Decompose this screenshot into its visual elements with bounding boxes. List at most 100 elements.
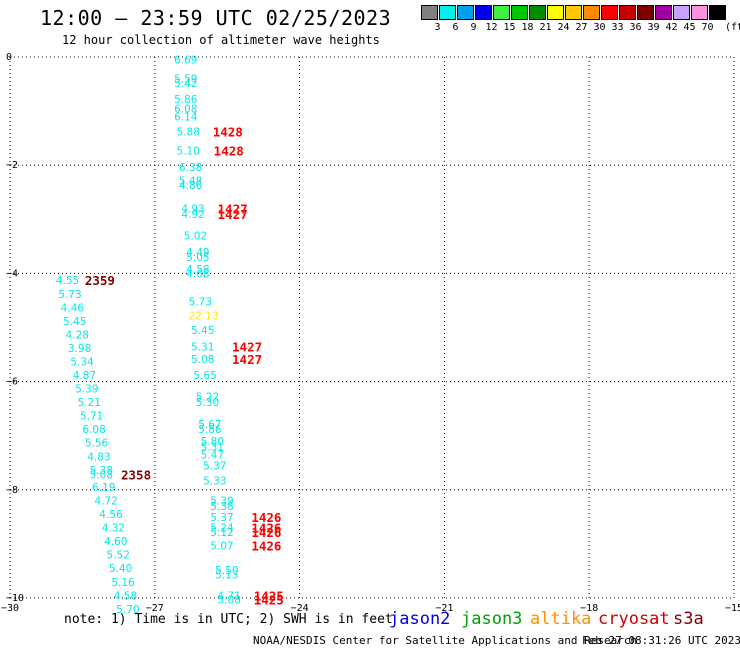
color-scale-unit: (ft) [725,22,740,33]
swh-value-label: 5.42 [174,78,197,90]
swh-value-label: 4.58 [114,590,137,602]
satellite-label: altika [530,609,592,629]
tick-label-layer: −30 −27 −24 −21 −18 −15 0 −2 −4 −6 −8 −10 [1,52,740,614]
x-tick-label: −24 [291,603,309,614]
color-swatch-label: 42 [665,22,678,33]
swh-value-label: 5.88 [177,127,200,139]
time-utc-label: 1427 [232,339,262,354]
color-swatch [691,5,708,20]
y-tick-label: −2 [6,160,18,171]
color-swatch-label: 18 [521,22,534,33]
swh-value-label: 5.50 [215,565,238,577]
swh-value-label: 5.24 [210,523,234,535]
swh-label-layer: 6.695.595.425.866.086.145.885.106.385.48… [56,55,241,616]
swh-value-label: 4.60 [104,536,127,548]
swh-value-label: 6.69 [174,55,197,67]
color-swatch-label: 27 [575,22,588,33]
swh-value-label: 4.86 [179,180,203,192]
y-tick-label: −10 [6,593,24,604]
swh-value-label: 4.72 [94,496,117,508]
swh-value-label: 5.12 [210,527,233,539]
swh-value-label: 4.55 [56,275,79,287]
color-swatch [565,5,582,20]
swh-value-label: 5.13 [215,570,238,582]
color-swatch [493,5,510,20]
swh-value-label: 5.37 [210,512,233,524]
color-swatch [709,5,726,20]
color-swatch [529,5,546,20]
swh-value-label: 4.28 [66,330,89,342]
swh-value-label: 5.31 [191,341,214,353]
swh-value-label: 5.22 [196,392,219,404]
swh-value-label: 6.19 [92,482,115,494]
swh-value-label: 4.08 [186,268,209,280]
swh-value-label: 5.65 [193,370,216,382]
y-tick-label: 0 [6,52,12,63]
swh-value-label: 5.86 [174,94,198,106]
swh-value-label: 4.49 [186,247,209,259]
chart-subtitle: 12 hour collection of altimeter wave hei… [62,33,380,47]
swh-value-label: 5.73 [189,297,212,309]
y-tick-label: −4 [6,268,18,279]
time-utc-label: 1427 [218,207,248,222]
color-swatch [637,5,654,20]
swh-value-label: 5.37 [203,460,226,472]
swh-value-label: 5.86 [198,424,222,436]
time-utc-label: 1426 [251,510,281,525]
color-swatch [601,5,618,20]
swh-value-label: 5.71 [80,411,103,423]
swh-value-label: 5.45 [191,325,214,337]
color-swatch-label: 33 [611,22,624,33]
swh-value-label: 5.38 [210,501,233,513]
color-swatch [619,5,636,20]
x-tick-label: −30 [1,603,19,614]
color-swatch [439,5,456,20]
x-tick-label: −15 [725,603,740,614]
swh-value-label: 5.33 [203,476,226,488]
swh-value-label: 4.71 [218,590,241,602]
time-label-layer: 1428142814271427142714271426142614261426… [85,125,284,608]
y-tick-label: −8 [6,485,18,496]
swh-value-label: 4.58 [186,264,209,276]
swh-value-label: 6.38 [179,162,202,174]
swh-value-label: 5.70 [116,604,139,616]
swh-value-label: 4.93 [181,203,204,215]
satellite-label: cryosat [598,609,670,629]
color-swatch [547,5,564,20]
time-utc-label: 1426 [251,521,281,536]
swh-value-label: 5.48 [179,175,202,187]
swh-value-label: 5.05 [186,252,209,264]
time-utc-label: 1427 [218,201,248,216]
color-swatch [511,5,528,20]
swh-value-label: 5.08 [90,470,113,482]
time-utc-label: 1428 [213,125,243,140]
swh-value-label: 5.07 [210,541,233,553]
swh-value-label: 5.10 [177,146,200,158]
color-swatch-label: 45 [683,22,696,33]
swh-value-label: 5.08 [218,595,241,607]
swh-value-label: 5.08 [191,354,214,366]
x-tick-label: −21 [435,603,453,614]
grid-layer [9,56,735,599]
swh-value-label: 5.52 [107,550,130,562]
footer-note: note: 1) Time is in UTC; 2) SWH is in fe… [64,612,393,627]
time-utc-label: 1426 [251,525,281,540]
time-utc-label: 2358 [121,468,151,483]
swh-value-label: 6.08 [82,424,105,436]
color-swatch-label: 24 [557,22,570,33]
color-swatch-label: 36 [629,22,642,33]
x-tick-label: −27 [146,603,164,614]
color-swatch [457,5,474,20]
swh-value-label: 5.40 [109,563,132,575]
swh-value-label: 5.80 [201,436,224,448]
swh-value-label: 4.87 [73,370,96,382]
color-swatch-label: 21 [539,22,552,33]
color-swatch [583,5,600,20]
swh-value-label: 3.98 [68,343,91,355]
y-tick-label: −6 [6,377,18,388]
swh-value-label: 5.38 [90,465,113,477]
swh-value-label: 5.31 [201,442,224,454]
time-utc-label: 1425 [254,588,284,603]
color-swatch [475,5,492,20]
